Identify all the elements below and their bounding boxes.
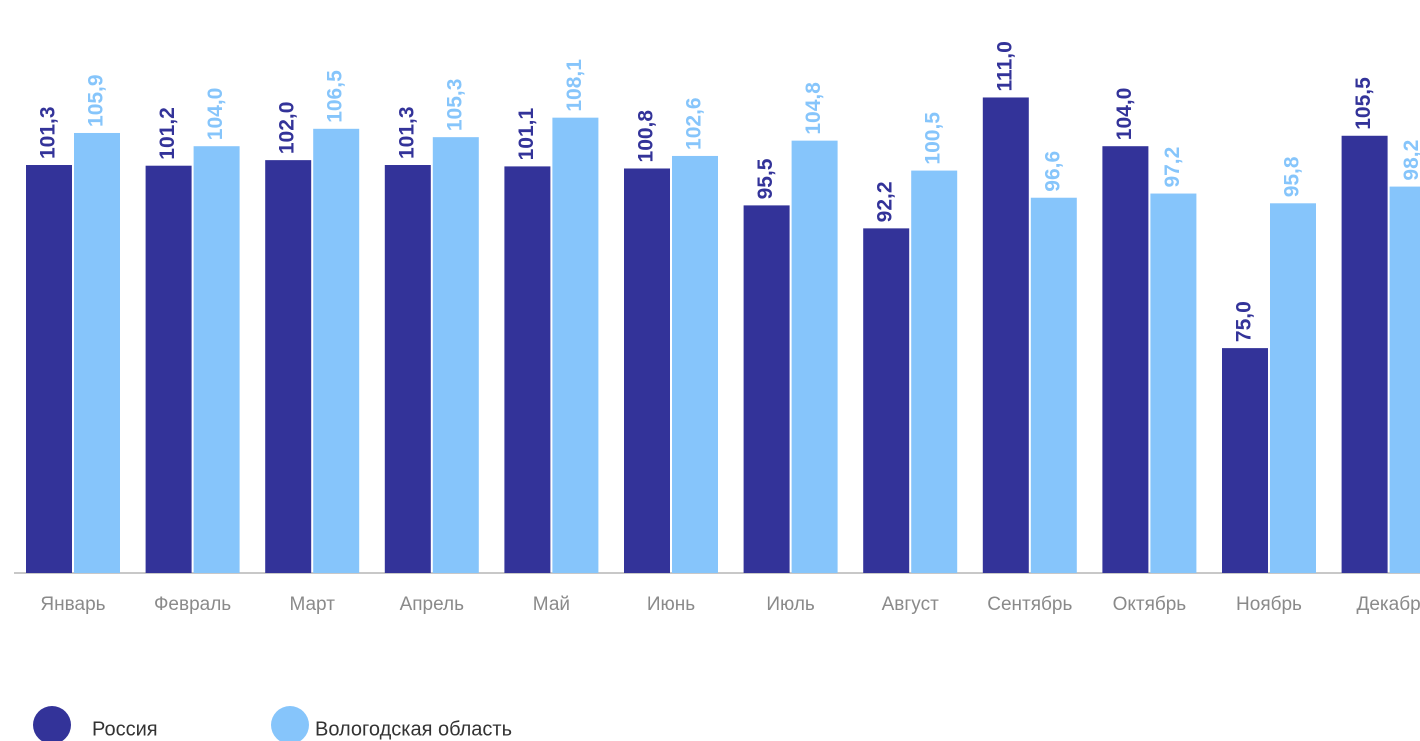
legend-label: Вологодская область: [315, 718, 512, 740]
value-label: 100,5: [922, 112, 945, 165]
bar: [743, 205, 790, 573]
bar: [1270, 203, 1316, 574]
value-label: 100,8: [635, 110, 658, 163]
bar: [26, 165, 72, 573]
bar: [504, 166, 551, 573]
bar: [145, 165, 192, 573]
bar: [1030, 197, 1077, 573]
legend-swatch: [271, 706, 309, 741]
x-tick-label: Декабр: [1357, 594, 1420, 615]
value-label: 97,2: [1161, 147, 1184, 188]
value-label: 105,5: [1352, 77, 1375, 130]
bar: [1389, 186, 1420, 573]
bar: [624, 168, 670, 573]
x-tick-label: Май: [533, 594, 570, 615]
value-label: 104,0: [204, 88, 227, 141]
bar: [432, 137, 479, 573]
value-label: 108,1: [563, 59, 586, 112]
value-label: 104,8: [802, 82, 825, 135]
bar: [1341, 135, 1388, 573]
bar: [1150, 193, 1197, 573]
value-label: 75,0: [1233, 301, 1256, 342]
x-tick-label: Август: [882, 594, 939, 615]
bar: [672, 155, 718, 574]
x-tick-label: Ноябрь: [1236, 594, 1302, 615]
value-label: 101,3: [37, 106, 60, 159]
value-label: 111,0: [993, 41, 1016, 91]
x-tick-label: Февраль: [154, 594, 231, 615]
x-tick-label: Июль: [766, 594, 815, 615]
value-label: 106,5: [324, 70, 347, 123]
value-label: 104,0: [1113, 88, 1136, 141]
value-label: 105,9: [85, 74, 108, 127]
bar: [1102, 146, 1149, 573]
bar: [74, 132, 120, 573]
x-tick-label: Апрель: [400, 594, 465, 615]
bar: [863, 228, 910, 574]
bar: [313, 128, 360, 573]
bar: [911, 170, 958, 574]
x-tick-label: Октябрь: [1113, 594, 1187, 615]
bar: [265, 160, 312, 573]
x-tick-label: Март: [289, 594, 335, 615]
x-tick-label: Январь: [40, 594, 105, 615]
value-label: 92,2: [874, 181, 897, 222]
x-tick-label: Июнь: [647, 594, 695, 615]
value-label: 101,3: [395, 106, 418, 159]
legend-swatch: [33, 706, 71, 741]
bar: [982, 97, 1029, 574]
value-label: 101,1: [515, 108, 538, 161]
value-label: 98,2: [1400, 140, 1420, 181]
bar: [791, 140, 838, 573]
bar: [193, 146, 240, 573]
bar: [1222, 348, 1268, 573]
value-label: 101,2: [156, 107, 179, 160]
legend-label: Россия: [92, 718, 158, 740]
value-label: 95,5: [754, 158, 777, 199]
value-label: 102,6: [683, 97, 706, 150]
bar: [384, 165, 431, 573]
value-label: 96,6: [1041, 151, 1064, 192]
value-label: 105,3: [443, 79, 466, 132]
x-tick-label: Сентябрь: [987, 594, 1072, 615]
value-label: 95,8: [1281, 156, 1304, 197]
value-label: 102,0: [276, 102, 299, 155]
bar: [552, 117, 599, 574]
